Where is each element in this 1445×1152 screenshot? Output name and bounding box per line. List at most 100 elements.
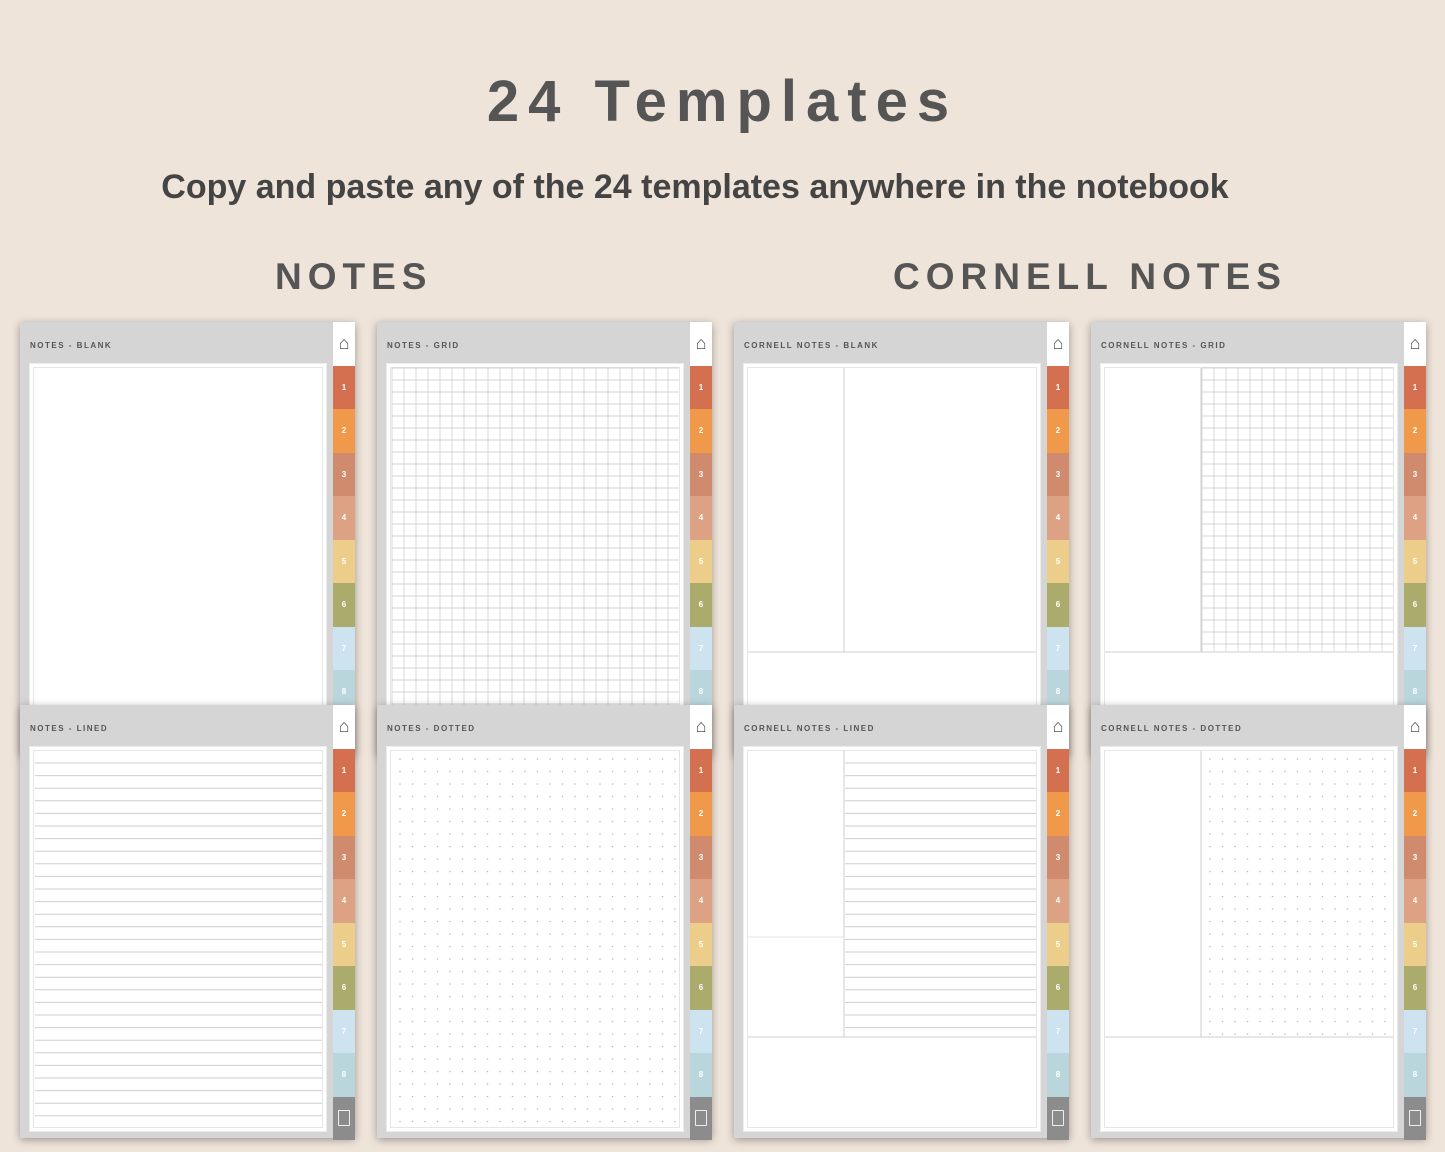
tab-1[interactable]: 1 (1404, 365, 1426, 409)
template-page[interactable]: CORNELL NOTES - GRID ⌂ 1 2 3 4 5 6 7 8 (1091, 322, 1426, 757)
template-title: NOTES - LINED (30, 724, 109, 733)
tab-1[interactable]: 1 (690, 365, 712, 409)
home-icon[interactable]: ⌂ (333, 705, 355, 749)
tab-2[interactable]: 2 (1404, 792, 1426, 836)
tab-3[interactable]: 3 (333, 452, 355, 496)
tab-5[interactable]: 5 (1047, 922, 1069, 966)
tab-5[interactable]: 5 (1047, 539, 1069, 583)
tab-7[interactable]: 7 (690, 626, 712, 670)
tab-6[interactable]: 6 (690, 966, 712, 1010)
home-icon[interactable]: ⌂ (333, 322, 355, 366)
tab-1[interactable]: 1 (690, 748, 712, 792)
template-pattern (748, 751, 1036, 1038)
home-icon[interactable]: ⌂ (690, 322, 712, 366)
tab-8[interactable]: 8 (690, 670, 712, 714)
clipboard-icon[interactable] (690, 1096, 712, 1140)
tab-2[interactable]: 2 (1047, 792, 1069, 836)
tab-3[interactable]: 3 (1404, 835, 1426, 879)
section-tabs: ⌂ 1 2 3 4 5 6 7 8 (690, 322, 712, 757)
tab-7[interactable]: 7 (333, 1009, 355, 1053)
tab-7[interactable]: 7 (1047, 626, 1069, 670)
template-dotted-area (386, 746, 684, 1132)
home-icon[interactable]: ⌂ (1047, 322, 1069, 366)
tab-4[interactable]: 4 (690, 879, 712, 923)
tab-6[interactable]: 6 (333, 966, 355, 1010)
tab-1[interactable]: 1 (333, 365, 355, 409)
tab-6[interactable]: 6 (1047, 966, 1069, 1010)
template-page[interactable]: NOTES - BLANK ⌂ 1 2 3 4 5 6 7 8 (20, 322, 355, 757)
tab-2[interactable]: 2 (1404, 409, 1426, 453)
tab-4[interactable]: 4 (333, 879, 355, 923)
tab-4[interactable]: 4 (1047, 879, 1069, 923)
tab-8[interactable]: 8 (1404, 670, 1426, 714)
tab-3[interactable]: 3 (690, 452, 712, 496)
home-icon[interactable]: ⌂ (1404, 705, 1426, 749)
tab-1[interactable]: 1 (1047, 365, 1069, 409)
tab-5[interactable]: 5 (1404, 922, 1426, 966)
tab-6[interactable]: 6 (333, 583, 355, 627)
tab-8[interactable]: 8 (333, 1053, 355, 1097)
tab-5[interactable]: 5 (333, 539, 355, 583)
template-lined-area (743, 746, 1041, 1132)
tab-2[interactable]: 2 (333, 792, 355, 836)
tab-2[interactable]: 2 (690, 792, 712, 836)
tab-8[interactable]: 8 (1047, 1053, 1069, 1097)
tab-5[interactable]: 5 (690, 539, 712, 583)
template-pattern (391, 367, 679, 744)
section-notes-label: NOTES (275, 256, 433, 297)
tab-7[interactable]: 7 (690, 1009, 712, 1053)
tab-8[interactable]: 8 (1047, 670, 1069, 714)
tab-5[interactable]: 5 (690, 922, 712, 966)
tab-8[interactable]: 8 (690, 1053, 712, 1097)
tab-3[interactable]: 3 (690, 835, 712, 879)
template-page[interactable]: NOTES - DOTTED ⌂ 1 2 3 4 5 6 7 8 (377, 705, 712, 1140)
template-page[interactable]: NOTES - GRID ⌂ 1 2 3 4 5 6 7 8 (377, 322, 712, 757)
template-title: NOTES - GRID (387, 341, 460, 350)
tab-7[interactable]: 7 (1047, 1009, 1069, 1053)
tab-1[interactable]: 1 (1047, 748, 1069, 792)
tab-3[interactable]: 3 (1047, 835, 1069, 879)
tab-8[interactable]: 8 (333, 670, 355, 714)
template-dotted-area (1100, 746, 1398, 1132)
tab-3[interactable]: 3 (1404, 452, 1426, 496)
home-icon[interactable]: ⌂ (1047, 705, 1069, 749)
tab-6[interactable]: 6 (1404, 966, 1426, 1010)
template-title: NOTES - DOTTED (387, 724, 476, 733)
tab-2[interactable]: 2 (333, 409, 355, 453)
tab-2[interactable]: 2 (1047, 409, 1069, 453)
tab-5[interactable]: 5 (333, 922, 355, 966)
tab-4[interactable]: 4 (690, 496, 712, 540)
tab-3[interactable]: 3 (333, 835, 355, 879)
template-page[interactable]: NOTES - LINED ⌂ 1 2 3 4 5 6 7 8 (20, 705, 355, 1140)
clipboard-icon[interactable] (1404, 1096, 1426, 1140)
template-page[interactable]: CORNELL NOTES - BLANK ⌂ 1 2 3 4 5 6 7 8 (734, 322, 1069, 757)
template-grid-area (1100, 363, 1398, 749)
tab-4[interactable]: 4 (333, 496, 355, 540)
tab-2[interactable]: 2 (690, 409, 712, 453)
tab-1[interactable]: 1 (1404, 748, 1426, 792)
template-blank-area (743, 363, 1041, 749)
template-pattern (748, 368, 1036, 653)
tab-4[interactable]: 4 (1404, 496, 1426, 540)
tab-7[interactable]: 7 (1404, 1009, 1426, 1053)
section-tabs: ⌂ 1 2 3 4 5 6 7 8 (1404, 705, 1426, 1140)
tab-7[interactable]: 7 (1404, 626, 1426, 670)
home-icon[interactable]: ⌂ (1404, 322, 1426, 366)
tab-4[interactable]: 4 (1047, 496, 1069, 540)
section-tabs: ⌂ 1 2 3 4 5 6 7 8 (1047, 322, 1069, 757)
tab-5[interactable]: 5 (1404, 539, 1426, 583)
template-page[interactable]: CORNELL NOTES - LINED ⌂ 1 2 3 4 5 6 7 8 (734, 705, 1069, 1140)
tab-1[interactable]: 1 (333, 748, 355, 792)
tab-8[interactable]: 8 (1404, 1053, 1426, 1097)
tab-6[interactable]: 6 (1047, 583, 1069, 627)
clipboard-icon[interactable] (1047, 1096, 1069, 1140)
tab-4[interactable]: 4 (1404, 879, 1426, 923)
home-icon[interactable]: ⌂ (690, 705, 712, 749)
tab-6[interactable]: 6 (1404, 583, 1426, 627)
tab-6[interactable]: 6 (690, 583, 712, 627)
template-page[interactable]: CORNELL NOTES - DOTTED ⌂ 1 2 3 4 5 6 7 8 (1091, 705, 1426, 1140)
tab-3[interactable]: 3 (1047, 452, 1069, 496)
template-title: CORNELL NOTES - DOTTED (1101, 724, 1243, 733)
tab-7[interactable]: 7 (333, 626, 355, 670)
clipboard-icon[interactable] (333, 1096, 355, 1140)
